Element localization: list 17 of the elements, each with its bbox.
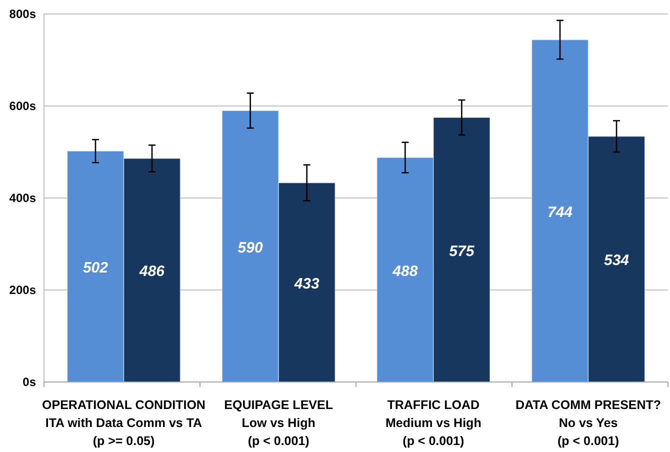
x-tick-label: DATA COMM PRESENT? No vs Yes (p < 0.001)	[515, 398, 662, 448]
data-label: 488	[392, 262, 418, 280]
y-tick-label: 800s	[9, 7, 36, 21]
data-label: 575	[449, 242, 475, 260]
data-label: 502	[82, 260, 109, 277]
data-label: 534	[604, 252, 630, 270]
data-label: 744	[547, 204, 574, 221]
data-label: 486	[138, 263, 166, 280]
x-tick-label: EQUIPAGE LEVEL Low vs High (p < 0.001)	[224, 398, 334, 448]
y-tick-label: 600s	[9, 99, 36, 113]
y-tick-label: 200s	[9, 283, 36, 297]
data-label: 433	[293, 275, 320, 292]
x-tick-label: TRAFFIC LOAD Medium vs High (p < 0.001)	[385, 398, 482, 448]
x-tick-label: OPERATIONAL CONDITION ITA with Data Comm vs TA (p >= 0.05)	[42, 398, 206, 448]
y-tick-label: 0s	[22, 375, 36, 389]
data-label: 590	[238, 239, 264, 256]
y-tick-label: 400s	[9, 191, 36, 205]
